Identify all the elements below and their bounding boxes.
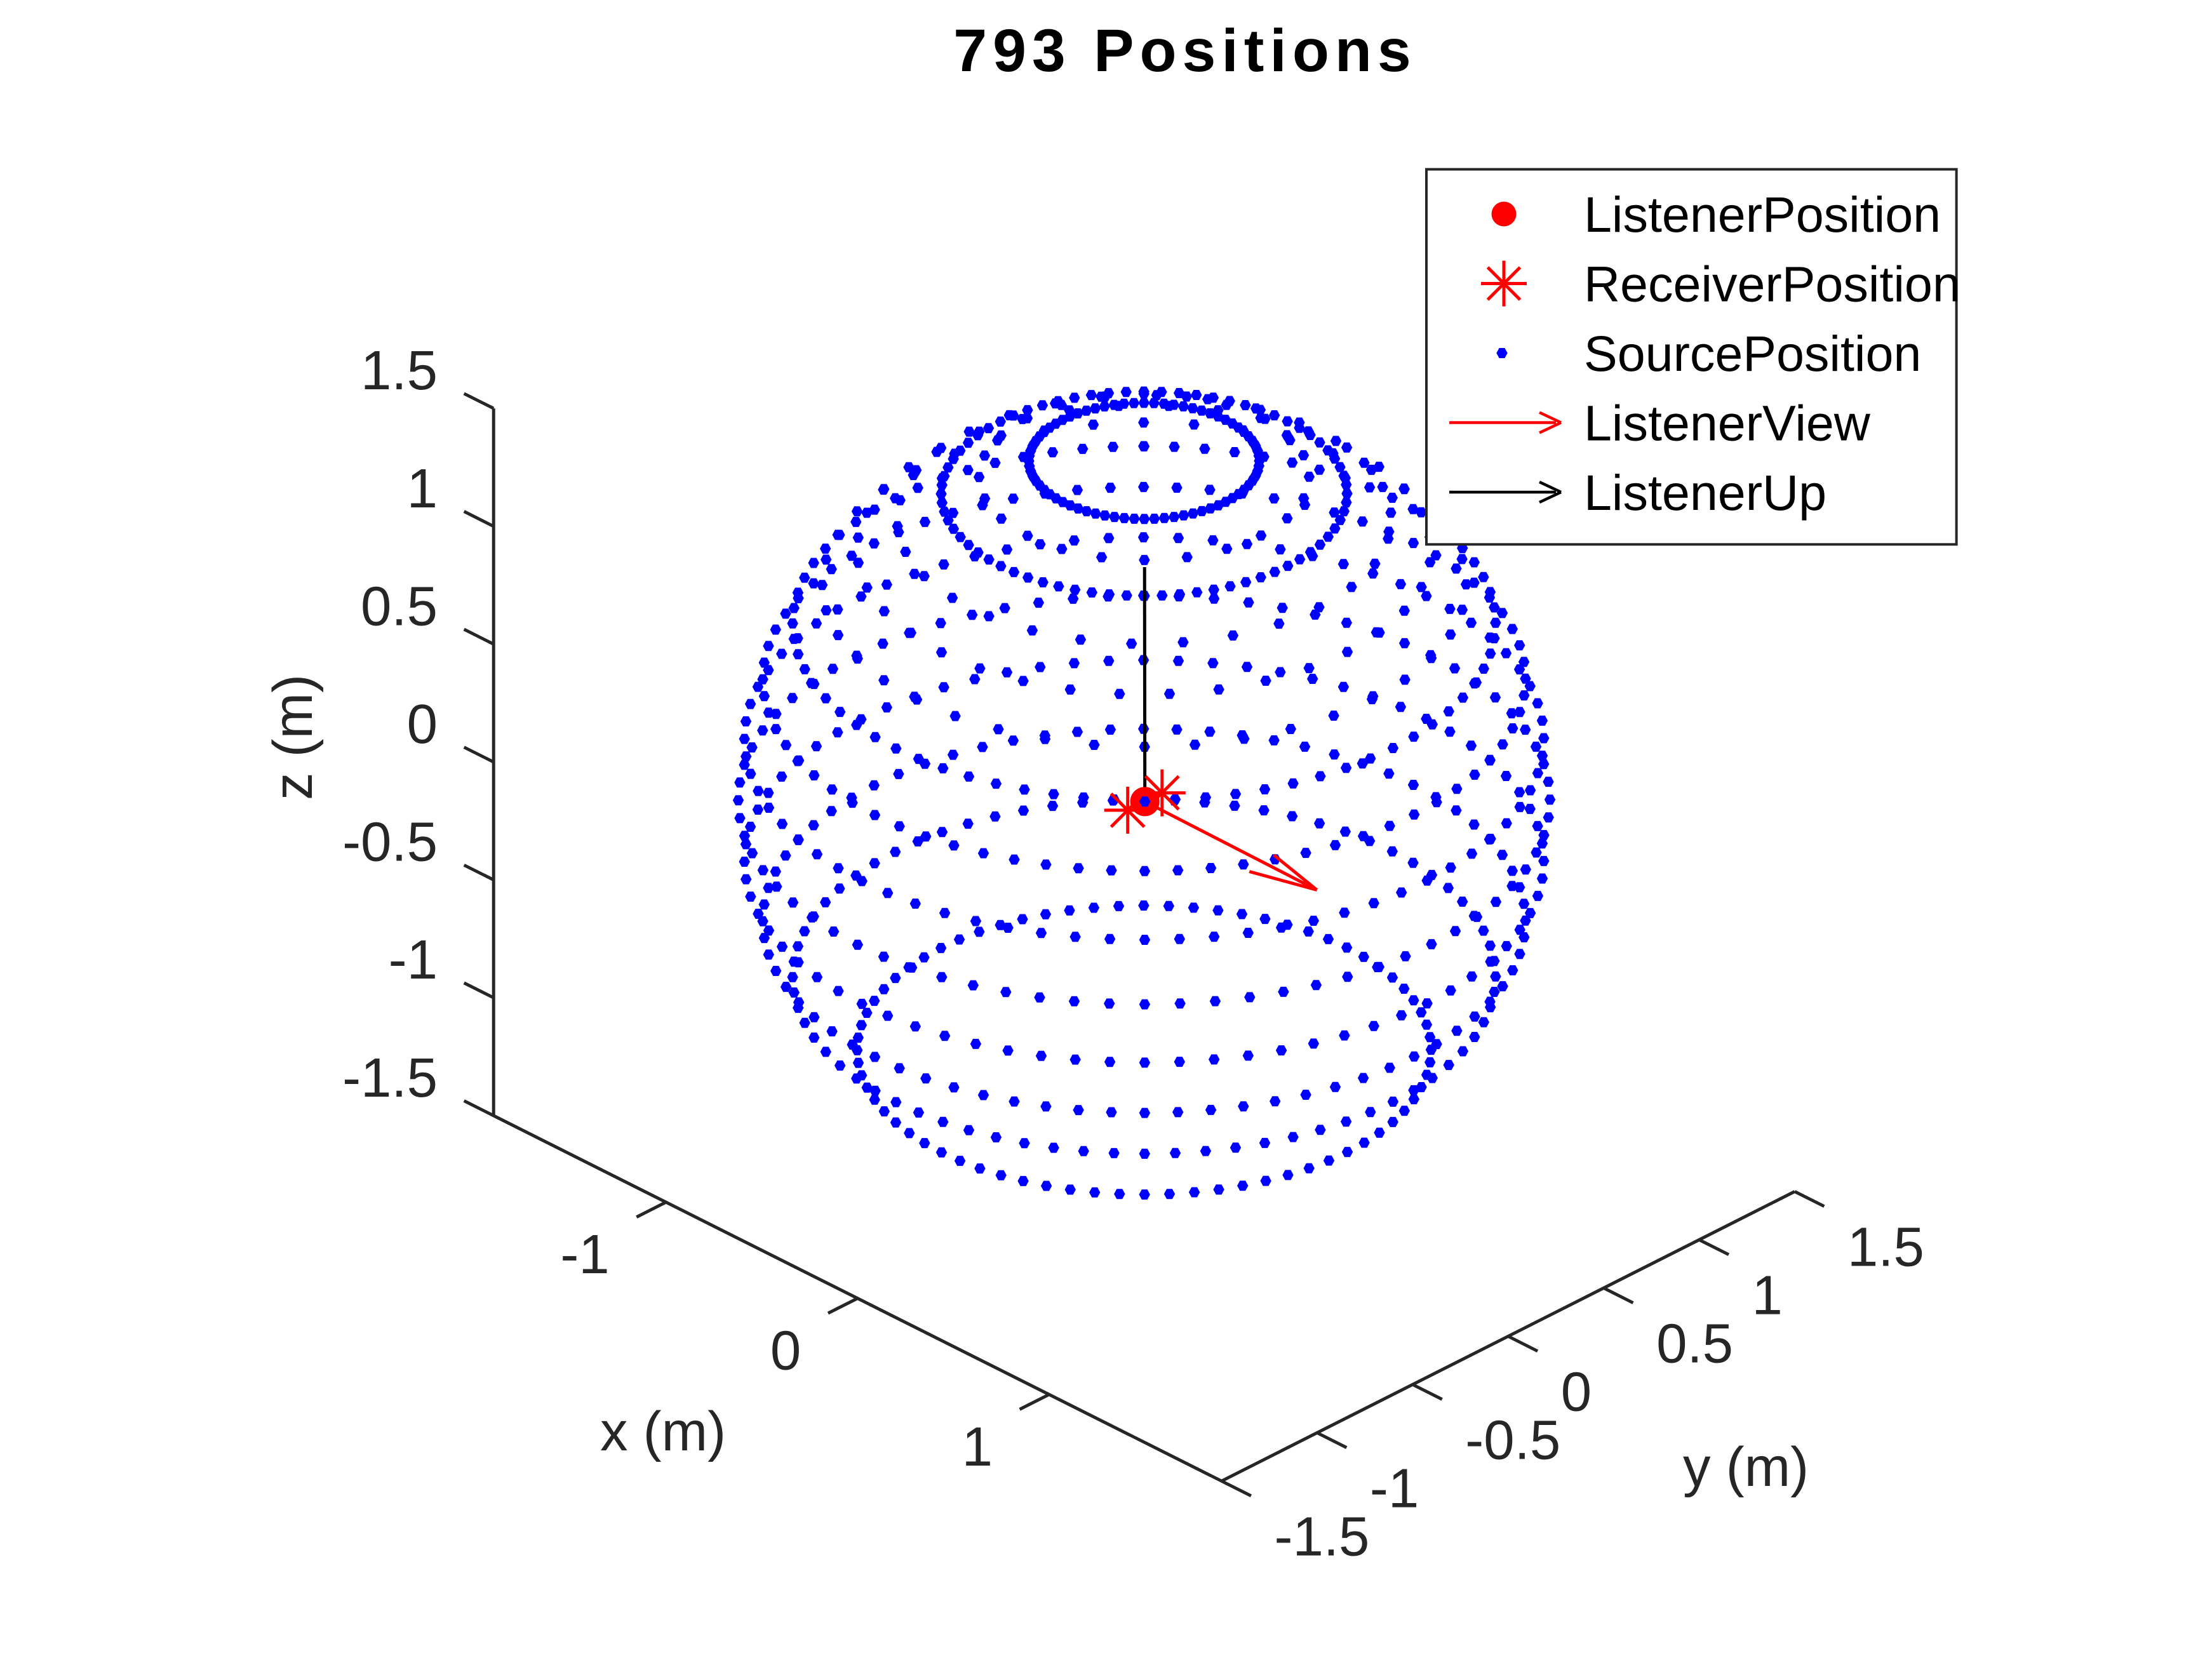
svg-text:-1: -1: [389, 929, 438, 991]
svg-text:0.5: 0.5: [1656, 1313, 1733, 1374]
svg-text:-1.5: -1.5: [342, 1047, 438, 1109]
svg-text:ListenerUp: ListenerUp: [1584, 464, 1827, 521]
svg-text:x (m): x (m): [600, 1401, 726, 1462]
svg-text:ListenerView: ListenerView: [1584, 395, 1871, 451]
svg-text:1: 1: [1752, 1264, 1783, 1326]
svg-text:-1.5: -1.5: [1275, 1506, 1370, 1567]
svg-text:z (m): z (m): [262, 674, 324, 800]
svg-text:SourcePosition: SourcePosition: [1584, 325, 1921, 382]
svg-text:-0.5: -0.5: [342, 812, 438, 873]
svg-text:0.5: 0.5: [361, 575, 438, 637]
svg-text:0: 0: [407, 693, 438, 755]
svg-text:-0.5: -0.5: [1465, 1409, 1560, 1471]
svg-text:y (m): y (m): [1683, 1436, 1809, 1498]
svg-text:1: 1: [407, 458, 438, 519]
svg-text:-1: -1: [1370, 1457, 1419, 1519]
svg-text:1: 1: [962, 1416, 993, 1478]
svg-text:ListenerPosition: ListenerPosition: [1584, 186, 1941, 243]
svg-text:0: 0: [1561, 1361, 1592, 1422]
svg-text:1.5: 1.5: [361, 340, 438, 401]
svg-text:0: 0: [770, 1320, 801, 1382]
svg-text:-1: -1: [560, 1224, 609, 1285]
svg-text:793 Positions: 793 Positions: [953, 17, 1416, 84]
svg-text:1.5: 1.5: [1847, 1216, 1924, 1278]
svg-text:ReceiverPosition: ReceiverPosition: [1584, 256, 1961, 312]
